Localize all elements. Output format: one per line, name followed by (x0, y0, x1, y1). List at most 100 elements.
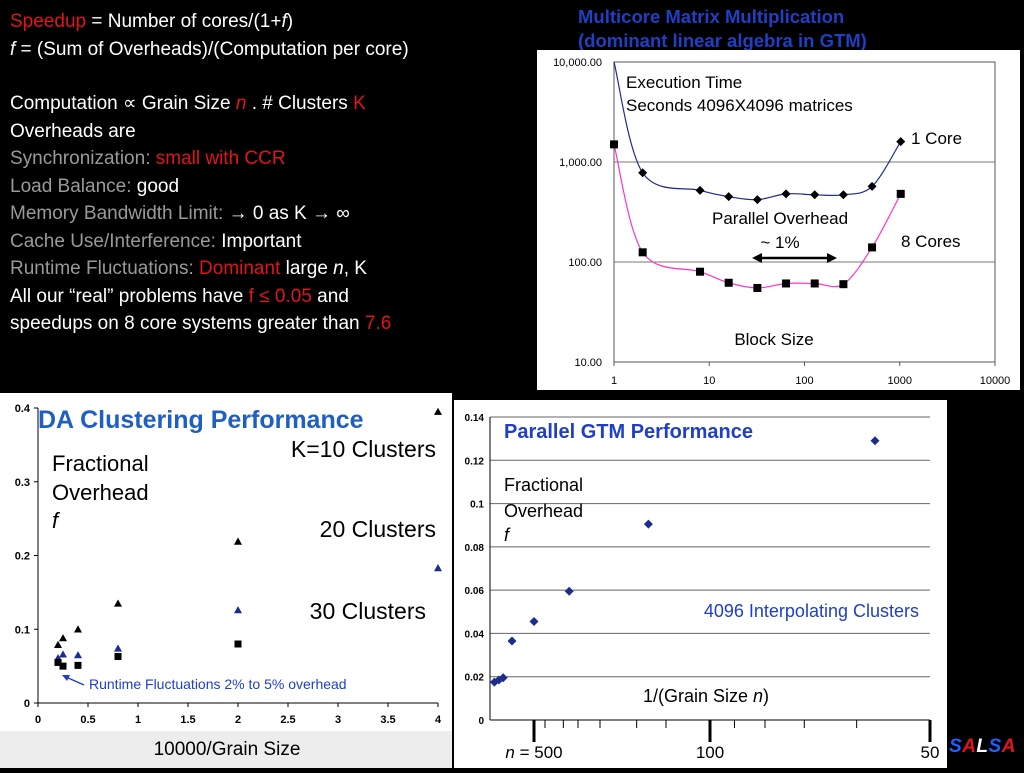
sync-label: Synchronization: (10, 148, 156, 169)
n-symbol: n (333, 258, 344, 279)
f-definition-text: = (Sum of Overheads)/(Computation per co… (15, 38, 409, 60)
speedup-term: Speedup (10, 11, 87, 32)
data-point (839, 280, 848, 289)
y-tick-label: 0.02 (465, 673, 485, 684)
data-point (867, 181, 877, 191)
y-label-line-2: Overhead (504, 501, 583, 521)
data-point (781, 189, 791, 199)
data-point (724, 192, 734, 202)
load-balance-value: good (136, 175, 180, 197)
clusters-text: . # Clusters (246, 93, 354, 114)
y-tick-label: 0.06 (465, 586, 485, 597)
data-point (74, 661, 82, 669)
grain-size-text: Grain Size (136, 93, 236, 114)
x-tick-label: 1000 (888, 375, 912, 387)
f-symbol: f (281, 11, 287, 32)
data-point (59, 662, 67, 670)
overheads-heading: Overheads are (10, 120, 136, 142)
logo-letter: S (988, 736, 1002, 757)
x-tick-label: 100 (795, 375, 813, 387)
data-point (564, 586, 574, 596)
f-bound: f ≤ 0.05 (248, 285, 312, 307)
legend-series: 4096 Interpolating Clusters (704, 601, 919, 621)
real-problems-text: All our “real” problems have (10, 285, 249, 307)
y-label-line-1: Fractional (52, 451, 149, 476)
data-point (498, 673, 508, 683)
speedups-line: speedups on 8 core systems greater than … (10, 310, 530, 338)
memory-bandwidth-value: → 0 as K → ∞ (228, 203, 350, 224)
cache-line: Cache Use/Interference: Important (10, 228, 530, 256)
data-point (54, 640, 62, 648)
y-tick-label: 0.2 (15, 551, 30, 563)
legend-k10: K=10 Clusters (291, 436, 436, 462)
proportional-symbol: ∝ (123, 93, 137, 114)
data-point (838, 190, 848, 200)
fluctuation-arrow-head (62, 675, 70, 681)
logo-letter: A (962, 736, 977, 757)
series-label-8-cores: 8 Cores (901, 232, 961, 251)
logo-letter: S (949, 736, 963, 757)
y-tick-label: 10.00 (574, 357, 602, 369)
x-tick-label-part: = 500 (515, 743, 563, 762)
chart-title: Parallel GTM Performance (504, 421, 753, 443)
data-point (234, 640, 242, 648)
memory-bandwidth-line: Memory Bandwidth Limit: → 0 as K → ∞ (10, 200, 530, 228)
x-tick-label: 0.5 (80, 714, 95, 726)
data-point (434, 407, 442, 415)
speedup-formula: Speedup = Number of cores/(1+f) (10, 8, 530, 36)
matrix-chart: 10.00 100.00 1,000.00 10,000.00 1 10 100 1000 10… (553, 57, 1010, 387)
x-tick-label: 3 (335, 714, 341, 726)
data-point (59, 634, 67, 642)
y-tick-label: 0.1 (470, 500, 484, 511)
y-label-line-1: Fractional (504, 475, 583, 495)
cache-value: Important (221, 230, 302, 252)
f-symbol: f (10, 38, 16, 60)
speedup-value: 7.6 (364, 313, 392, 334)
data-point (638, 168, 648, 178)
spacer (10, 63, 530, 90)
data-point (114, 653, 122, 661)
x-tick-label: 3.5 (380, 714, 395, 726)
legend-30-clusters: 30 Clusters (310, 598, 426, 624)
gtm-chart-panel: 0 0.02 0.04 0.06 0.08 0.1 0.12 0.14 n = 500 100 50… (454, 400, 947, 768)
data-point (234, 606, 242, 614)
x-axis-title-part: n (753, 686, 763, 706)
runtime-fluctuations-line: Runtime Fluctuations: Dominant large n, … (10, 255, 530, 283)
annotation-one-percent: ~ 1% (760, 233, 799, 252)
gtm-chart: 0 0.02 0.04 0.06 0.08 0.1 0.12 0.14 n = 500 100 50… (465, 413, 940, 762)
data-point (696, 267, 705, 276)
y-tick-label: 0 (24, 698, 30, 710)
data-point (695, 185, 705, 195)
computation-text: Computation (10, 93, 124, 114)
speedups-text: speedups on 8 core systems greater than (10, 313, 365, 334)
data-point (54, 658, 62, 666)
runtime-fluctuations-label: Runtime Fluctuations: (10, 258, 200, 279)
x-tick-label-part: n (505, 743, 514, 762)
annotation-execution-time: Execution Time (626, 73, 742, 92)
dominant-text: Dominant (199, 258, 281, 279)
y-tick-label: 0 (478, 716, 484, 727)
data-point (529, 617, 539, 627)
data-point (74, 651, 82, 659)
series-line-1-core (613, 61, 902, 201)
y-tick-label: 0.08 (465, 543, 485, 554)
x-tick-label: 1 (135, 714, 141, 726)
y-tick-label: 0.12 (465, 456, 485, 467)
speedup-formula-text: = Number of cores/(1+ (86, 11, 282, 32)
cache-label: Cache Use/Interference: (10, 230, 222, 252)
logo-letter: L (976, 736, 989, 757)
memory-bandwidth-label: Memory Bandwidth Limit: (10, 203, 229, 224)
matrix-chart-title-line-2: (dominant linear algebra in GTM) (578, 30, 867, 51)
data-point (638, 248, 647, 257)
y-tick-label: 0.3 (15, 477, 30, 489)
y-tick-label: 1,000.00 (559, 157, 602, 169)
data-point (434, 564, 442, 572)
logo-letter: A (1001, 736, 1016, 757)
y-tick-label: 0.04 (465, 629, 485, 640)
y-tick-label: 0.4 (15, 403, 31, 415)
large-text: large (280, 258, 334, 279)
data-point (810, 190, 820, 200)
x-tick-label: 2 (235, 714, 241, 726)
y-tick-label: 10,000.00 (553, 57, 602, 69)
overhead-arrow-head-right (827, 253, 837, 263)
